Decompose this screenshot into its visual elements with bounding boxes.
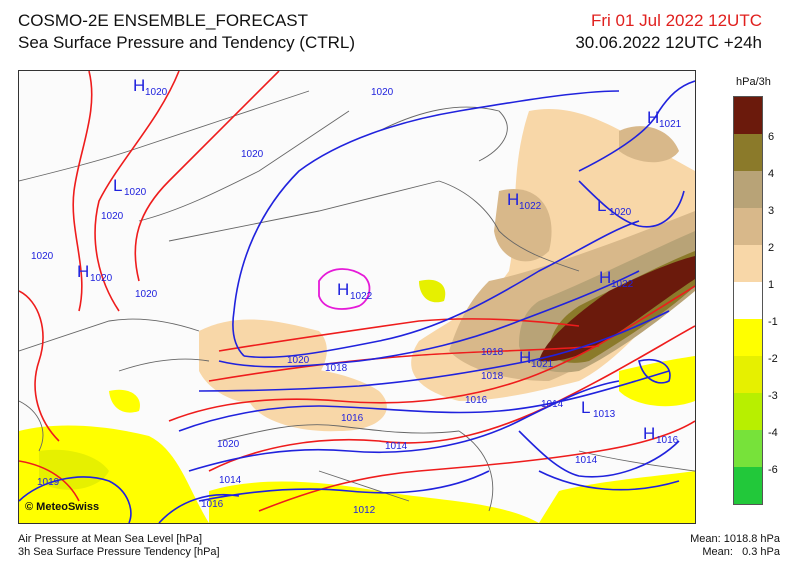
legend-swatch	[734, 245, 762, 282]
svg-text:1020: 1020	[145, 87, 168, 98]
run-info: Fri 01 Jul 2022 12UTC 30.06.2022 12UTC +…	[575, 10, 762, 54]
legend-label: -3	[768, 390, 778, 402]
legend-label: -1	[768, 316, 778, 328]
pressure-center: H 1016	[643, 424, 679, 446]
svg-text:H: H	[519, 348, 531, 367]
forecast-run: 30.06.2022 12UTC +24h	[575, 33, 762, 52]
svg-text:H: H	[77, 262, 89, 281]
svg-text:H: H	[643, 424, 655, 443]
svg-text:1021: 1021	[531, 359, 554, 370]
svg-text:1022: 1022	[611, 279, 634, 290]
svg-text:H: H	[599, 268, 611, 287]
svg-text:L: L	[597, 196, 606, 215]
isobar-label: 1014	[219, 475, 242, 486]
pressure-center: H 1020	[77, 262, 113, 284]
isobar-label: 1014	[541, 399, 564, 410]
isobar-label: 1020	[371, 87, 394, 98]
product-name: COSMO-2E ENSEMBLE_FORECAST	[18, 11, 309, 30]
pressure-isobars-red	[19, 71, 695, 512]
svg-text:H: H	[507, 190, 519, 209]
isobar-label: 1020	[31, 251, 54, 262]
meteoswiss-logo: © MeteoSwiss	[25, 501, 100, 513]
legend-label: 3	[768, 205, 775, 217]
svg-text:1013: 1013	[593, 409, 616, 420]
svg-text:1022: 1022	[350, 291, 373, 302]
product-subtitle: Sea Surface Pressure and Tendency (CTRL)	[18, 33, 356, 52]
legend-label: 2	[768, 242, 775, 254]
pressure-center: H 1021	[519, 348, 554, 370]
footer-line-tendency: 3h Sea Surface Pressure Tendency [hPa]	[18, 546, 220, 558]
pressure-center: L 1020	[597, 196, 632, 218]
legend-swatch	[734, 208, 762, 245]
isobar-label: 1018	[481, 371, 504, 382]
legend-label: -6	[768, 464, 778, 476]
pressure-center: H 1021	[647, 108, 682, 130]
svg-text:H: H	[133, 76, 145, 95]
footer-description: Air Pressure at Mean Sea Level [hPa] 3h …	[18, 533, 220, 559]
mean-pressure: Mean: 1018.8 hPa	[690, 533, 780, 545]
isobar-label: 1014	[385, 441, 408, 452]
svg-text:L: L	[581, 398, 590, 417]
legend-label: -2	[768, 353, 778, 365]
pressure-center: H 1020	[133, 76, 168, 98]
pressure-center: H 1022	[337, 280, 373, 302]
pressure-center: L 1013	[581, 398, 616, 420]
isobar-label: 1020	[217, 439, 240, 450]
legend-swatch	[734, 393, 762, 430]
isobar-label: 1020	[241, 149, 264, 160]
legend-swatch	[734, 467, 762, 504]
pressure-centers: H 1020 L 1020 H 1020 H 1022 H 1022 H 1021 L 102…	[77, 76, 682, 446]
legend-swatch	[734, 319, 762, 356]
legend-label: 4	[768, 168, 775, 180]
svg-text:1020: 1020	[124, 187, 147, 198]
pressure-center: H 1022	[599, 268, 634, 290]
pressure-value-labels: 1020 1020 1020 1020 1020 1020 1018 1018 …	[31, 87, 598, 516]
pressure-isobars-blue	[19, 80, 695, 523]
forecast-map: 1020 1020 1020 1020 1020 1020 1018 1018 …	[18, 70, 696, 524]
mean-tendency: Mean: 0.3 hPa	[702, 546, 780, 558]
footer-line-pressure: Air Pressure at Mean Sea Level [hPa]	[18, 533, 203, 545]
legend-label: 6	[768, 131, 775, 143]
svg-text:1022: 1022	[519, 201, 542, 212]
svg-text:1021: 1021	[659, 119, 682, 130]
isobar-label: 1019	[37, 477, 60, 488]
svg-text:1020: 1020	[609, 207, 632, 218]
isobar-label: 1018	[481, 347, 504, 358]
isobar-label: 1020	[287, 355, 310, 366]
legend-swatch	[734, 97, 762, 134]
pressure-center: H 1022	[507, 190, 542, 212]
svg-text:H: H	[647, 108, 659, 127]
map-title: COSMO-2E ENSEMBLE_FORECAST Sea Surface P…	[18, 10, 355, 54]
footer-means: Mean: 1018.8 hPa Mean: 0.3 hPa	[690, 533, 780, 559]
svg-text:1020: 1020	[90, 273, 113, 284]
legend-color-bar	[733, 96, 763, 505]
legend-label: 1	[768, 279, 775, 291]
pressure-center: L 1020	[113, 176, 147, 198]
legend-swatch	[734, 134, 762, 171]
isobar-label: 1012	[353, 505, 376, 516]
legend-unit: hPa/3h	[736, 76, 771, 88]
legend-swatch	[734, 282, 762, 319]
svg-text:H: H	[337, 280, 349, 299]
legend-swatch	[734, 356, 762, 393]
pressure-isobar-magenta	[318, 268, 371, 310]
legend-swatch	[734, 430, 762, 467]
map-canvas: 1020 1020 1020 1020 1020 1020 1018 1018 …	[19, 71, 695, 523]
svg-text:1016: 1016	[656, 435, 679, 446]
isobar-label: 1018	[325, 363, 348, 374]
legend-swatch	[734, 171, 762, 208]
isobar-label: 1020	[101, 211, 124, 222]
valid-date: Fri 01 Jul 2022 12UTC	[590, 11, 762, 30]
geography-lines	[19, 90, 695, 512]
legend-label: -4	[768, 427, 778, 439]
isobar-label: 1020	[135, 289, 158, 300]
isobar-label: 1014	[575, 455, 598, 466]
isobar-label: 1016	[201, 499, 224, 510]
isobar-label: 1016	[465, 395, 488, 406]
tendency-shading	[19, 109, 695, 523]
svg-text:L: L	[113, 176, 122, 195]
isobar-label: 1016	[341, 413, 364, 424]
